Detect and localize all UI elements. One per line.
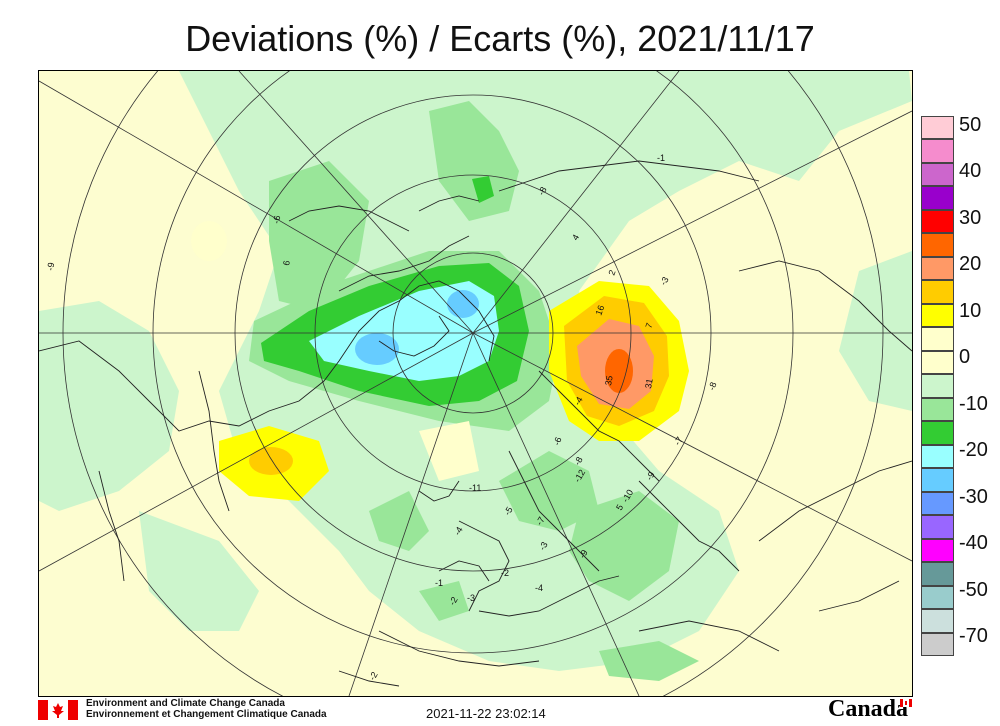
station-label: 31 xyxy=(643,378,655,390)
station-label: 5 xyxy=(614,503,625,512)
map-panel[interactable]: -9 4 6 2 16 7 35 31 5 -4 -6 -11 -8 -5 -7… xyxy=(38,70,913,697)
station-label: -5 xyxy=(502,505,515,517)
legend-swatch xyxy=(921,421,954,445)
legend-swatch xyxy=(921,162,954,187)
station-label: 16 xyxy=(593,304,606,317)
footer-organization: Environment and Climate Change Canada En… xyxy=(38,698,438,722)
station-label: -9 xyxy=(644,470,657,482)
legend-label: -70 xyxy=(959,625,988,647)
station-label: -2 xyxy=(447,595,460,607)
legend-label: 30 xyxy=(959,207,982,229)
color-legend: 50 40 30 20 10 0 -10 -20 -30 -40 -50 -70 xyxy=(921,114,999,656)
legend-swatch xyxy=(921,444,954,469)
polar-stereographic-map: -9 4 6 2 16 7 35 31 5 -4 -6 -11 -8 -5 -7… xyxy=(39,71,912,696)
legend-label: -30 xyxy=(959,486,988,508)
meridians xyxy=(39,71,912,696)
legend-label: -40 xyxy=(959,532,988,554)
legend-swatch xyxy=(921,280,954,304)
legend-label: 20 xyxy=(959,253,982,275)
legend-label: 0 xyxy=(959,346,971,368)
station-label: 35 xyxy=(603,375,615,387)
legend-swatch xyxy=(921,327,954,351)
station-label: -6 xyxy=(271,215,282,225)
org-name-english: Environment and Climate Change Canada xyxy=(86,698,285,709)
station-label: -2 xyxy=(367,670,380,682)
region-minus-25-30 xyxy=(355,290,479,365)
station-label: -9 xyxy=(577,548,590,560)
station-label: -8 xyxy=(706,381,718,392)
station-label: -9 xyxy=(45,262,56,272)
station-label: -8 xyxy=(536,185,549,197)
legend-swatch xyxy=(921,609,954,633)
legend-swatch xyxy=(921,303,954,328)
legend-label: -20 xyxy=(959,439,988,461)
legend-swatch xyxy=(921,632,954,656)
region-plus-small xyxy=(191,221,479,481)
legend-label: 40 xyxy=(959,160,982,182)
legend-swatch xyxy=(921,233,954,257)
legend-swatch xyxy=(921,468,954,492)
station-label: -4 xyxy=(535,583,543,593)
legend-label: 50 xyxy=(959,114,982,136)
legend-swatch xyxy=(921,209,954,234)
wordmark-flag-icon xyxy=(900,699,912,707)
canada-flag-icon xyxy=(38,700,78,720)
legend-swatch xyxy=(921,116,954,140)
legend-swatch xyxy=(921,256,954,281)
legend-swatch xyxy=(921,186,954,210)
station-label: -6 xyxy=(551,436,563,447)
station-label: -4 xyxy=(572,395,585,407)
legend-swatch xyxy=(921,515,954,539)
legend-swatch xyxy=(921,562,954,586)
station-label: -1 xyxy=(435,578,443,588)
canada-wordmark: Canada xyxy=(828,696,909,722)
station-labels: -9 4 6 2 16 7 35 31 5 -4 -6 -11 -8 -5 -7… xyxy=(45,153,718,682)
region-plus-25-30 xyxy=(605,349,633,393)
station-label: -7 xyxy=(672,435,685,447)
legend-label: -10 xyxy=(959,393,988,415)
legend-swatch xyxy=(921,139,954,163)
station-label: -2 xyxy=(501,568,509,578)
legend-swatch xyxy=(921,538,954,563)
station-label: -11 xyxy=(469,483,481,493)
station-label: 7 xyxy=(643,322,654,330)
station-label: -7 xyxy=(534,515,547,527)
generation-timestamp: 2021-11-22 23:02:14 xyxy=(426,706,546,721)
station-label: -3 xyxy=(658,275,671,287)
page-title: Deviations (%) / Ecarts (%), 2021/11/17 xyxy=(185,18,815,59)
legend-swatch xyxy=(921,397,954,422)
legend-label: 10 xyxy=(959,300,982,322)
legend-swatch xyxy=(921,350,954,375)
station-label: 6 xyxy=(281,260,292,267)
station-label: -4 xyxy=(452,525,465,537)
station-label: -3 xyxy=(537,540,550,552)
legend-swatch xyxy=(921,585,954,610)
station-label: -3 xyxy=(467,593,475,603)
station-label: -8 xyxy=(572,455,585,467)
station-label: 4 xyxy=(570,233,581,242)
station-label: -1 xyxy=(657,153,665,163)
station-label: 2 xyxy=(606,269,617,277)
org-name-french: Environnement et Changement Climatique C… xyxy=(86,709,327,720)
coastlines xyxy=(39,160,912,687)
legend-label: -50 xyxy=(959,579,988,601)
legend-swatch xyxy=(921,374,954,398)
legend-swatch xyxy=(921,491,954,516)
